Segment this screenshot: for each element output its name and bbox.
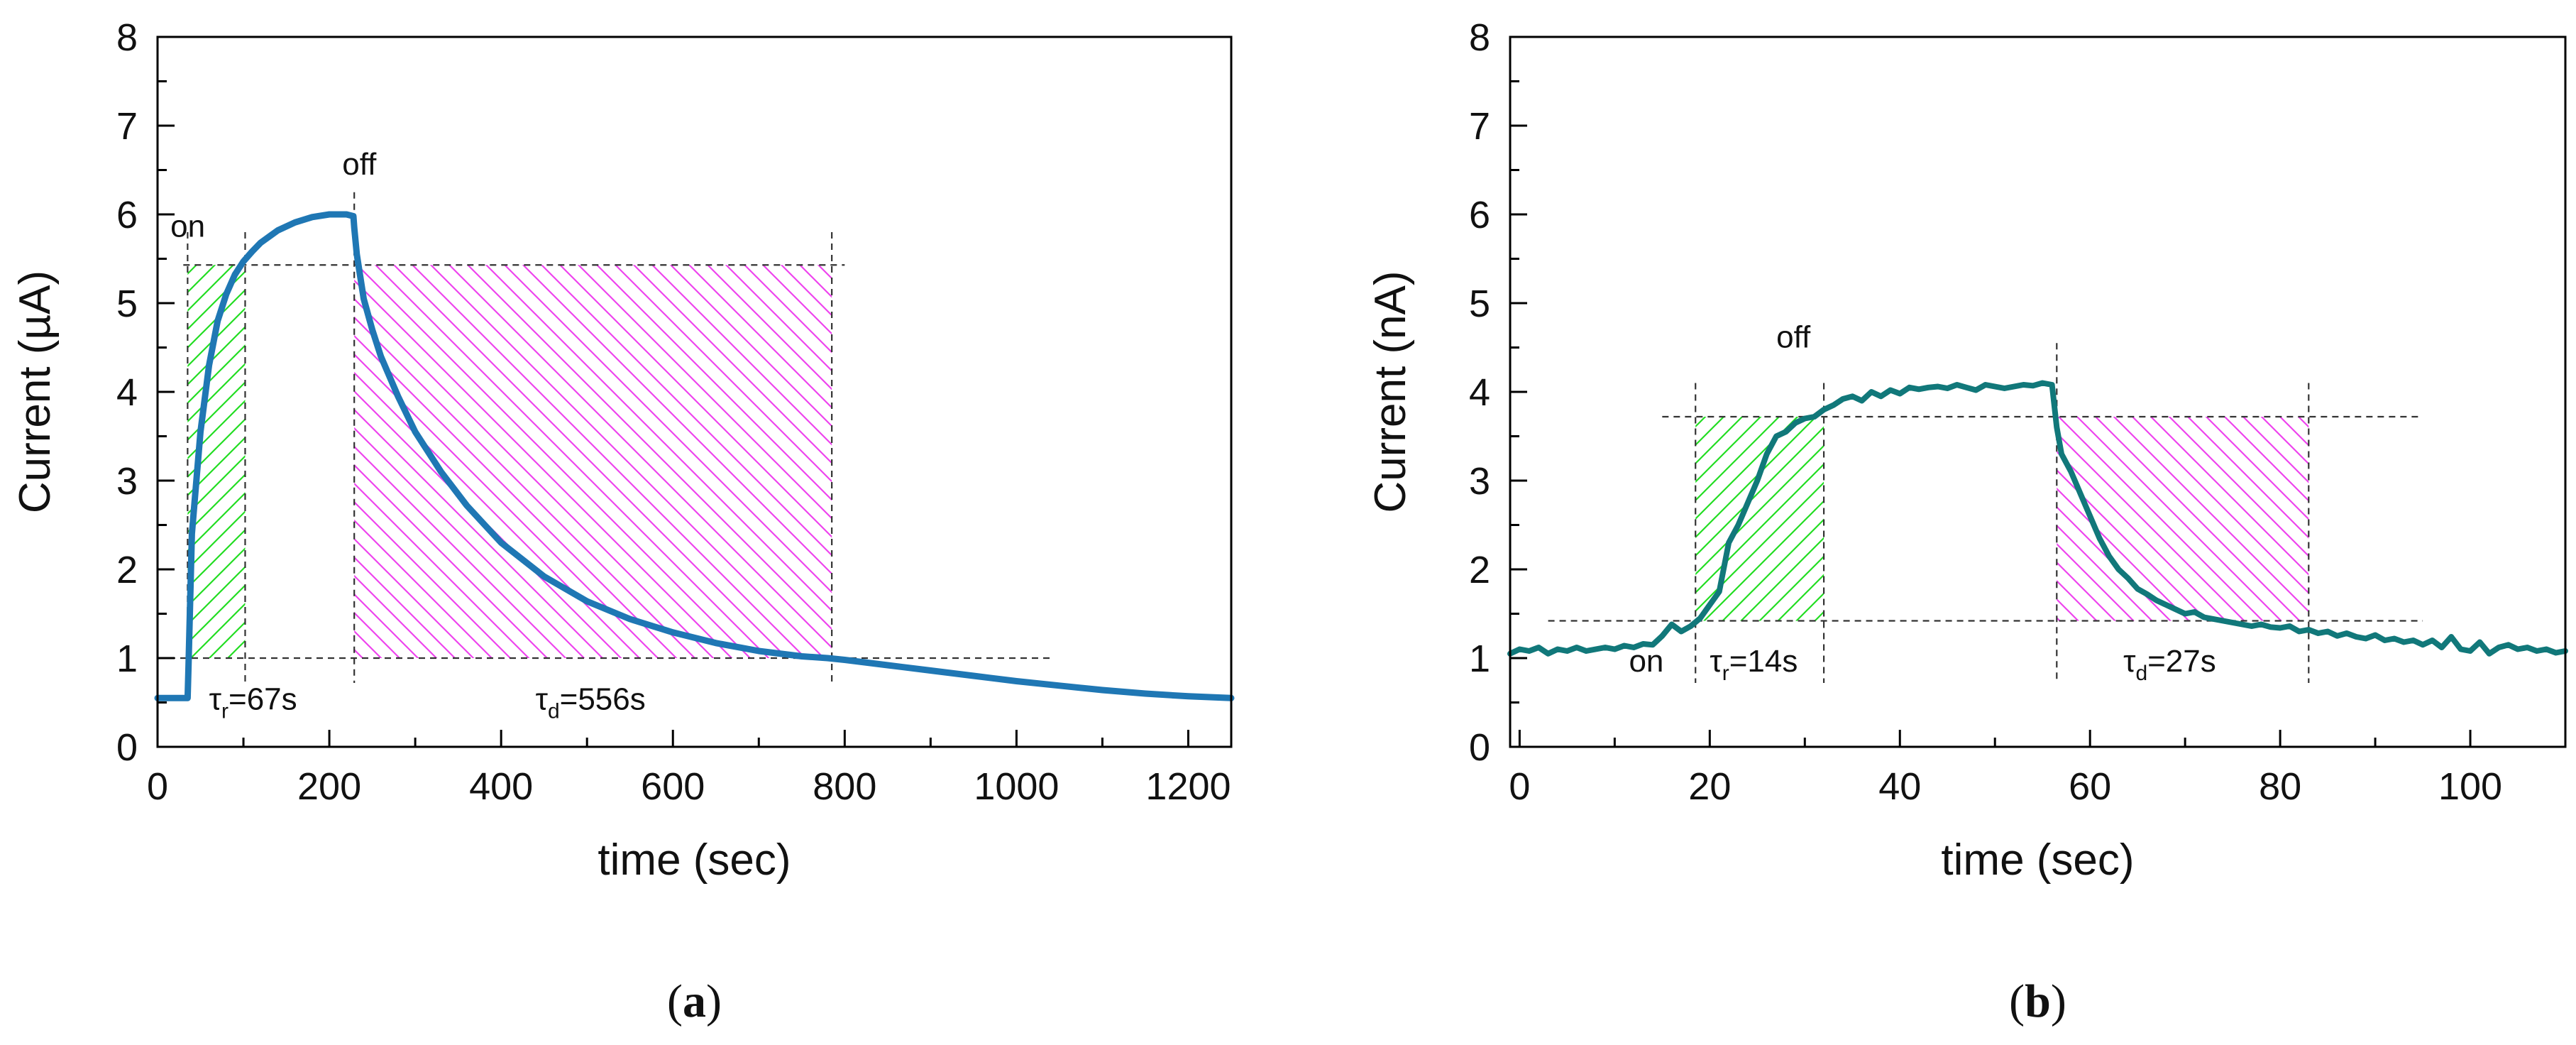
decay-time-label: τd=27s (2123, 644, 2216, 685)
y-tick-label: 1 (1469, 638, 1490, 680)
y-tick-label: 8 (116, 16, 138, 59)
x-tick-label: 80 (2259, 765, 2301, 808)
decay-time-region (354, 265, 832, 658)
decay-time-label-subscript: d (548, 700, 560, 723)
y-tick-label: 7 (1469, 105, 1490, 148)
x-tick-label: 1200 (1145, 765, 1231, 808)
rise-time-label-subscript: r (221, 700, 229, 723)
x-tick-label: 0 (147, 765, 168, 808)
y-tick-label: 1 (116, 638, 138, 680)
decay-time-label-tau: τ (536, 682, 549, 717)
panel-label-letter: b (2025, 975, 2051, 1027)
data-series-line (154, 211, 1235, 701)
panel-label-open: ( (667, 975, 683, 1027)
x-tick-label: 0 (1509, 765, 1530, 808)
decay-time-region (2057, 417, 2309, 621)
x-tick-label: 600 (641, 765, 705, 808)
rise-time-label-subscript: r (1722, 662, 1729, 685)
chart-panel-b: 0 20 40 60 80 100 0 1 2 3 4 5 6 7 8 time (sec) Current (… (1366, 16, 2568, 1027)
y-tick-label: 4 (1469, 371, 1490, 414)
x-tick-label: 40 (1878, 765, 1921, 808)
x-tick-label: 20 (1688, 765, 1731, 808)
x-axis-title: time (sec) (598, 836, 791, 885)
y-tick-label: 4 (116, 371, 138, 414)
panel-label-letter: a (683, 975, 706, 1027)
rise-time-label: τr=14s (1710, 644, 1798, 685)
panel-label-close: ) (2051, 975, 2066, 1027)
y-tick-label: 5 (1469, 283, 1490, 325)
decay-time-label-value: =556s (560, 682, 646, 717)
rise-time-label-tau: τ (209, 682, 222, 717)
panel-label-open: ( (2009, 975, 2025, 1027)
y-tick-label: 6 (1469, 194, 1490, 236)
x-tick-label: 1000 (974, 765, 1059, 808)
x-tick-label: 200 (297, 765, 361, 808)
rise-time-label-value: =14s (1729, 644, 1798, 679)
x-tick-label: 400 (469, 765, 533, 808)
y-tick-label: 2 (116, 549, 138, 591)
y-axis-title: Current (nA) (1366, 270, 1415, 513)
rise-time-label-value: =67s (229, 682, 297, 717)
chart-panel-a: 0 200 400 600 800 1000 1200 0 1 2 3 4 5 6 7 8 time (sec)… (11, 16, 1235, 1027)
y-tick-label: 2 (1469, 549, 1490, 591)
rise-time-label-tau: τ (1710, 644, 1722, 679)
on-label: on (170, 209, 205, 244)
y-tick-label: 0 (116, 726, 138, 769)
off-label: off (1776, 320, 1811, 355)
rise-time-region (1695, 417, 1824, 621)
rise-time-label: τr=67s (209, 682, 297, 723)
x-tick-label: 800 (813, 765, 876, 808)
x-axis-title: time (sec) (1941, 836, 2134, 885)
on-label: on (1629, 644, 1663, 679)
off-label: off (342, 147, 377, 182)
panel-label: (a) (667, 975, 722, 1027)
y-tick-label: 8 (1469, 16, 1490, 59)
y-tick-label: 7 (116, 105, 138, 148)
y-tick-label: 3 (116, 460, 138, 503)
decay-time-label-subscript: d (2135, 662, 2147, 685)
decay-time-label-tau: τ (2123, 644, 2136, 679)
y-tick-label: 5 (116, 283, 138, 325)
panel-label-close: ) (706, 975, 722, 1027)
x-tick-label: 100 (2438, 765, 2502, 808)
decay-time-label: τd=556s (536, 682, 646, 723)
y-tick-label: 0 (1469, 726, 1490, 769)
data-series-line (1507, 380, 2568, 657)
panel-label: (b) (2009, 975, 2066, 1027)
y-tick-label: 3 (1469, 460, 1490, 503)
x-tick-label: 60 (2069, 765, 2111, 808)
decay-time-label-value: =27s (2147, 644, 2216, 679)
y-tick-label: 6 (116, 194, 138, 236)
y-axis-title: Current (µA) (11, 270, 60, 513)
